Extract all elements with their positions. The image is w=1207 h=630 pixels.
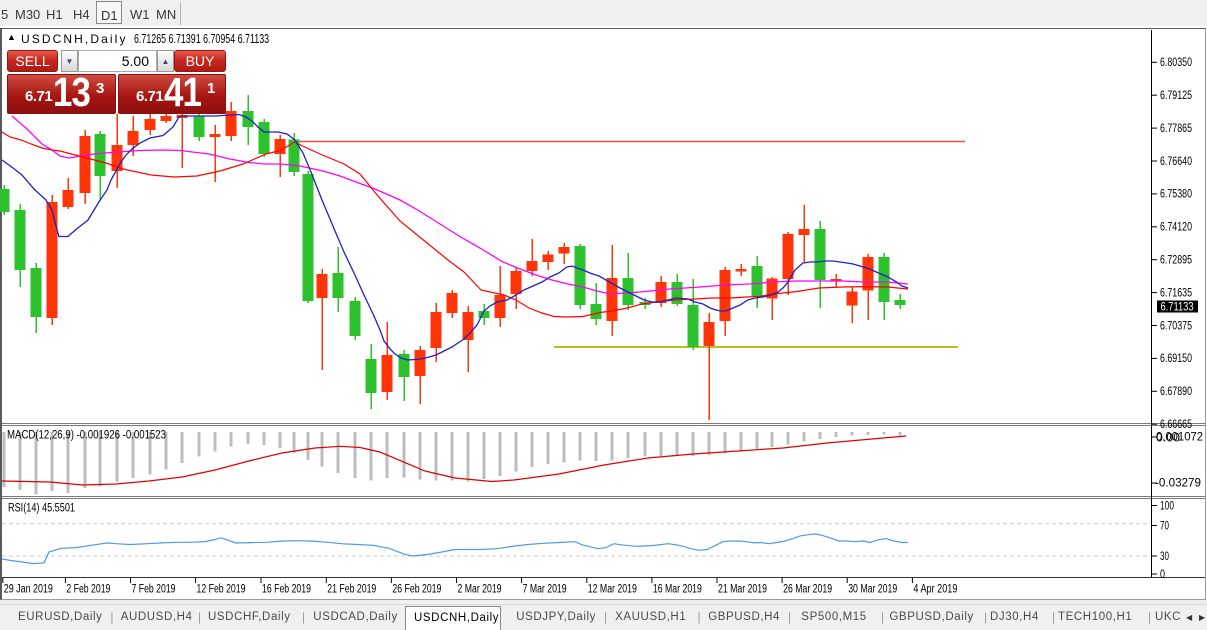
svg-text:21 Mar 2019: 21 Mar 2019 xyxy=(718,584,767,596)
svg-text:6.74120: 6.74120 xyxy=(1160,222,1192,234)
svg-text:0.001072: 0.001072 xyxy=(1156,432,1203,444)
svg-text:6.67890: 6.67890 xyxy=(1160,386,1192,398)
svg-text:RSI(14) 45.5501: RSI(14) 45.5501 xyxy=(8,503,75,515)
svg-text:MACD(12,26,9) -0.001926 -0.001: MACD(12,26,9) -0.001926 -0.001523 xyxy=(7,430,166,442)
svg-text:6.77865: 6.77865 xyxy=(1160,123,1192,135)
svg-text:16 Mar 2019: 16 Mar 2019 xyxy=(653,584,702,596)
svg-text:2 Feb 2019: 2 Feb 2019 xyxy=(66,584,110,596)
svg-text:21 Feb 2019: 21 Feb 2019 xyxy=(327,584,376,596)
svg-text:6.80350: 6.80350 xyxy=(1160,57,1192,69)
svg-text:6.69150: 6.69150 xyxy=(1160,353,1192,365)
svg-text:70: 70 xyxy=(1160,520,1169,532)
svg-text:6.79125: 6.79125 xyxy=(1160,90,1192,102)
svg-text:29 Jan 2019: 29 Jan 2019 xyxy=(4,584,53,596)
svg-text:6.70375: 6.70375 xyxy=(1160,320,1192,332)
svg-text:-0.03279: -0.03279 xyxy=(1155,478,1201,490)
svg-text:16 Feb 2019: 16 Feb 2019 xyxy=(262,584,311,596)
svg-text:12 Feb 2019: 12 Feb 2019 xyxy=(197,584,246,596)
svg-text:100: 100 xyxy=(1160,500,1174,512)
svg-text:26 Feb 2019: 26 Feb 2019 xyxy=(392,584,441,596)
svg-text:26 Mar 2019: 26 Mar 2019 xyxy=(783,584,832,596)
svg-text:7 Mar 2019: 7 Mar 2019 xyxy=(523,584,567,596)
svg-text:7 Feb 2019: 7 Feb 2019 xyxy=(132,584,176,596)
svg-text:0.00: 0.00 xyxy=(1156,433,1180,445)
svg-text:6.71635: 6.71635 xyxy=(1160,287,1192,299)
svg-text:6.72895: 6.72895 xyxy=(1160,255,1192,267)
svg-text:6.76640: 6.76640 xyxy=(1160,156,1192,168)
svg-text:0: 0 xyxy=(1160,569,1165,581)
svg-text:12 Mar 2019: 12 Mar 2019 xyxy=(588,584,637,596)
svg-text:30 Mar 2019: 30 Mar 2019 xyxy=(848,584,897,596)
svg-text:6.75380: 6.75380 xyxy=(1160,189,1192,201)
svg-text:30: 30 xyxy=(1160,551,1169,563)
svg-text:6.66665: 6.66665 xyxy=(1160,419,1192,431)
svg-text:2 Mar 2019: 2 Mar 2019 xyxy=(458,584,502,596)
svg-text:4 Apr 2019: 4 Apr 2019 xyxy=(913,584,957,596)
svg-text:6.71133: 6.71133 xyxy=(1161,301,1194,313)
